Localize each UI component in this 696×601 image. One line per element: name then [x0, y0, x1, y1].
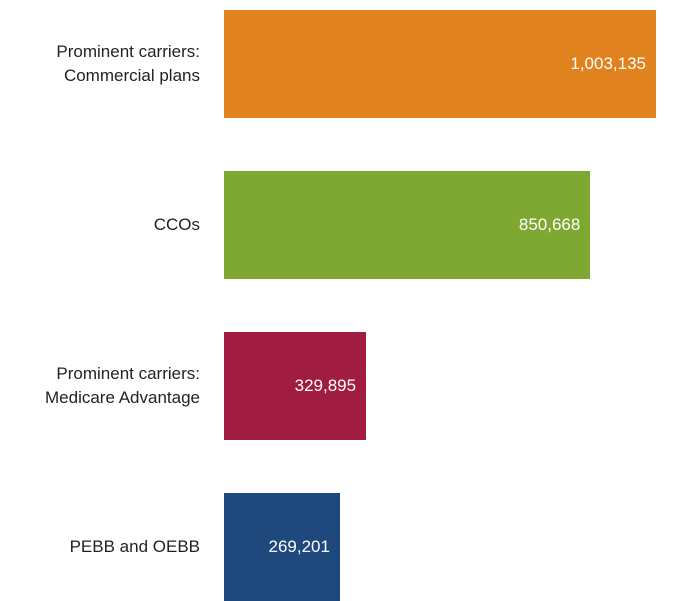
value-label: 1,003,135: [570, 54, 646, 73]
value-label: 850,668: [518, 215, 581, 234]
category-label: Prominent carriers: Commercial plans: [56, 42, 200, 85]
bar: [224, 332, 367, 440]
category-label: Prominent carriers: Medicare Advantage: [45, 364, 200, 407]
category-label: PEBB and OEBB: [69, 537, 200, 556]
value-label: 329,895: [294, 376, 357, 395]
bar: [224, 493, 340, 601]
value-label: 269,201: [268, 537, 330, 556]
bar: [224, 171, 591, 279]
category-label: CCOs: [153, 215, 200, 234]
bar: [224, 10, 656, 118]
